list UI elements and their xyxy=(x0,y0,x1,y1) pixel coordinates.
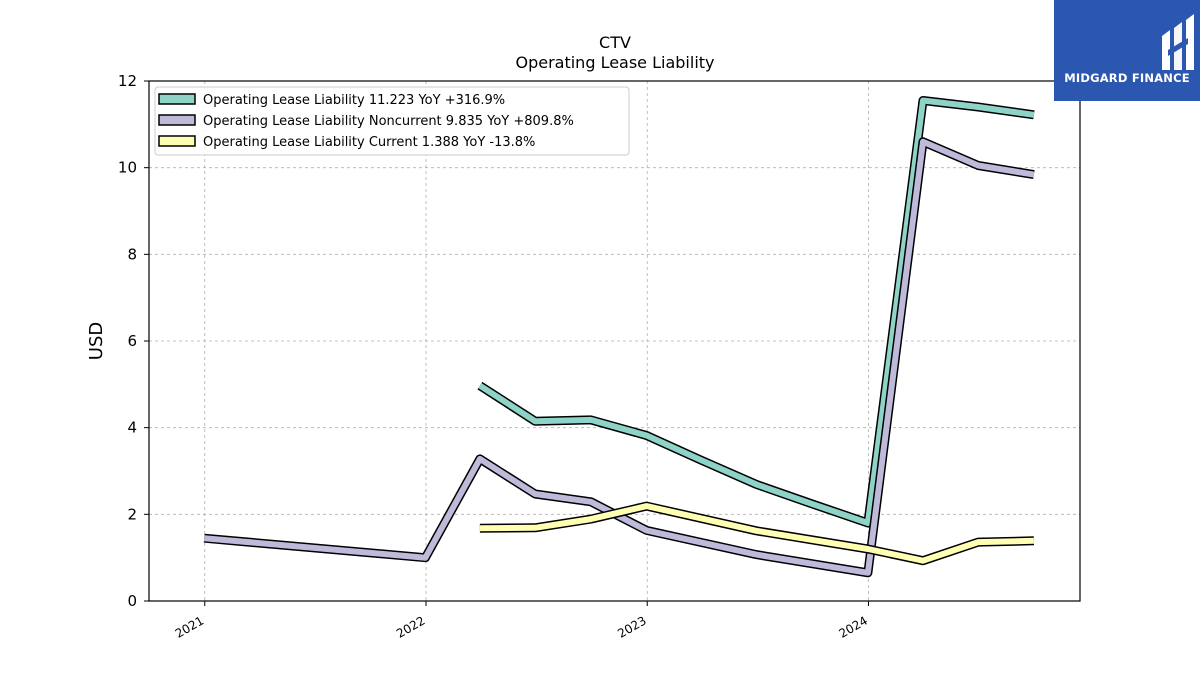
y-tick-label: 6 xyxy=(127,332,137,350)
y-tick-label: 10 xyxy=(118,159,137,177)
series-line xyxy=(479,503,1034,564)
series-lines xyxy=(203,96,1035,578)
grid xyxy=(149,80,1080,602)
y-axis: 0 2 4 6 8 10 12 xyxy=(118,72,149,610)
y-tick-label: 12 xyxy=(118,72,137,90)
x-tick-label: 2024 xyxy=(837,613,870,640)
x-tick-label: 2023 xyxy=(615,613,648,640)
brand-mark-icon xyxy=(1162,14,1194,70)
x-axis: 2021 2022 2023 2024 xyxy=(173,601,870,641)
legend-swatch xyxy=(158,114,196,126)
series-line-outline xyxy=(477,96,1035,528)
series-1 xyxy=(477,96,1035,528)
legend-entry: Operating Lease Liability 11.223 YoY +31… xyxy=(203,93,505,108)
legend-swatch xyxy=(158,135,196,147)
legend: Operating Lease Liability 11.223 YoY +31… xyxy=(154,86,630,156)
series-3 xyxy=(479,501,1035,566)
legend-swatch xyxy=(158,93,196,105)
chart-title: CTV xyxy=(599,33,631,52)
series-2 xyxy=(203,137,1035,578)
y-axis-label: USD xyxy=(86,322,107,360)
y-tick-label: 4 xyxy=(127,419,137,437)
x-tick-label: 2022 xyxy=(394,613,427,640)
y-tick-label: 0 xyxy=(127,592,137,610)
series-line xyxy=(478,97,1035,526)
legend-entry: Operating Lease Liability Noncurrent 9.8… xyxy=(203,114,574,129)
y-tick-label: 2 xyxy=(127,505,137,523)
brand-logo: MIDGARD FINANCE xyxy=(1054,0,1200,101)
legend-box xyxy=(154,86,630,156)
series-line xyxy=(203,138,1035,576)
legend-entry: Operating Lease Liability Current 1.388 … xyxy=(203,135,535,150)
brand-name: MIDGARD FINANCE xyxy=(1064,71,1190,85)
y-tick-label: 8 xyxy=(127,245,137,263)
x-tick-label: 2021 xyxy=(173,613,206,640)
chart-subtitle: Operating Lease Liability xyxy=(515,53,714,72)
